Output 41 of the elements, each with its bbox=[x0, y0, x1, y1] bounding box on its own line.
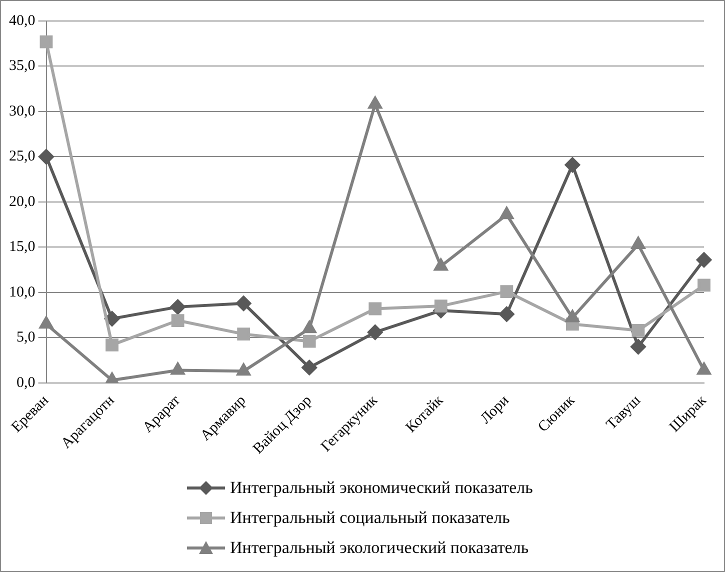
point bbox=[40, 35, 53, 48]
point bbox=[237, 328, 250, 341]
point bbox=[171, 362, 184, 375]
legend-label: Интегральный экономический показатель bbox=[230, 478, 533, 498]
point bbox=[698, 278, 710, 292]
point bbox=[696, 252, 712, 268]
point bbox=[434, 300, 448, 312]
point bbox=[368, 96, 382, 109]
point bbox=[368, 324, 383, 340]
point bbox=[171, 314, 184, 327]
point bbox=[434, 258, 448, 271]
point bbox=[170, 299, 186, 314]
y-tick-label: 15,0 bbox=[9, 239, 36, 256]
y-tick-label: 30,0 bbox=[9, 103, 36, 120]
point bbox=[106, 338, 118, 352]
point bbox=[697, 362, 711, 375]
point bbox=[500, 207, 514, 220]
y-tick-label: 0,0 bbox=[16, 374, 36, 391]
point bbox=[630, 339, 646, 354]
legend-label: Интегральный социальный показатель bbox=[230, 508, 510, 528]
point bbox=[566, 310, 580, 322]
legend-label: Интегральный экологический показатель bbox=[230, 538, 529, 558]
point bbox=[564, 157, 580, 172]
point bbox=[302, 334, 316, 348]
y-tick-label: 5,0 bbox=[16, 330, 36, 346]
point bbox=[499, 306, 514, 322]
y-tick-label: 40,0 bbox=[9, 12, 36, 29]
y-tick-label: 20,0 bbox=[9, 194, 36, 210]
point bbox=[368, 302, 382, 316]
point bbox=[302, 360, 317, 376]
point bbox=[104, 311, 120, 326]
y-tick-label: 25,0 bbox=[9, 148, 36, 165]
point bbox=[236, 364, 250, 376]
point bbox=[302, 321, 316, 334]
point bbox=[40, 316, 53, 329]
y-tick-label: 10,0 bbox=[9, 284, 36, 300]
point bbox=[632, 237, 645, 250]
y-tick-label: 35,0 bbox=[9, 58, 36, 74]
point bbox=[500, 285, 514, 298]
point bbox=[632, 324, 645, 337]
point bbox=[236, 296, 252, 311]
